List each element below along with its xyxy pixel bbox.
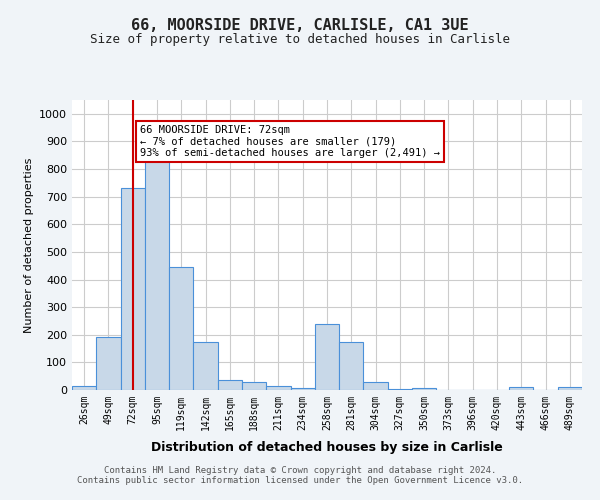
Bar [558, 387, 582, 390]
Text: Contains HM Land Registry data © Crown copyright and database right 2024.
Contai: Contains HM Land Registry data © Crown c… [77, 466, 523, 485]
Bar [193, 342, 218, 390]
Bar [169, 267, 193, 390]
Bar [339, 342, 364, 390]
Bar [509, 387, 533, 390]
Bar [242, 382, 266, 390]
X-axis label: Distribution of detached houses by size in Carlisle: Distribution of detached houses by size … [151, 441, 503, 454]
Bar [290, 388, 315, 390]
Bar [72, 386, 96, 390]
Bar [121, 188, 145, 390]
Bar [364, 382, 388, 390]
Bar [145, 160, 169, 390]
Bar [266, 386, 290, 390]
Bar [96, 336, 121, 390]
Text: 66, MOORSIDE DRIVE, CARLISLE, CA1 3UE: 66, MOORSIDE DRIVE, CARLISLE, CA1 3UE [131, 18, 469, 32]
Text: 66 MOORSIDE DRIVE: 72sqm
← 7% of detached houses are smaller (179)
93% of semi-d: 66 MOORSIDE DRIVE: 72sqm ← 7% of detache… [140, 125, 440, 158]
Bar [388, 388, 412, 390]
Bar [412, 388, 436, 390]
Text: Size of property relative to detached houses in Carlisle: Size of property relative to detached ho… [90, 32, 510, 46]
Y-axis label: Number of detached properties: Number of detached properties [23, 158, 34, 332]
Bar [315, 324, 339, 390]
Bar [218, 380, 242, 390]
